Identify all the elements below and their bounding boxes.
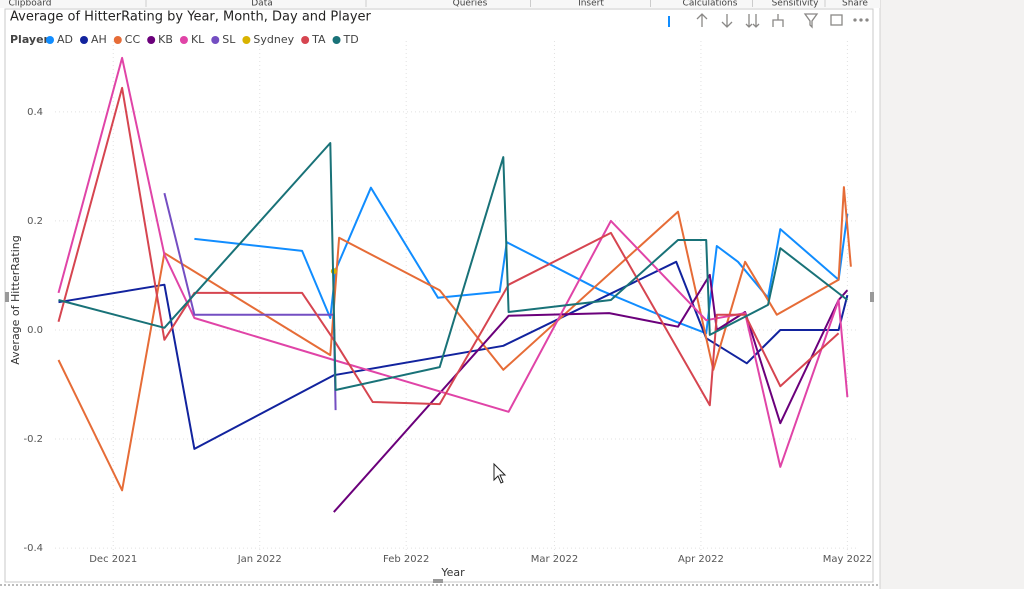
series-line	[57, 86, 840, 407]
filter-icon[interactable]	[803, 13, 819, 29]
legend-label: Sydney	[253, 33, 294, 46]
legend-label: KL	[191, 33, 205, 46]
y-tick-label: 0.2	[27, 216, 43, 227]
y-axis-title: Average of HitterRating	[9, 235, 22, 364]
legend-label: AD	[57, 33, 73, 46]
y-tick-label: -0.4	[23, 543, 43, 554]
legend: AD AH CC KB KL SL Sydney TA TD	[46, 33, 359, 46]
drill-down-icon[interactable]	[721, 14, 733, 28]
legend-label: TD	[343, 33, 359, 46]
legend-marker	[179, 36, 188, 44]
y-tick-label: -0.2	[23, 434, 43, 445]
next-level-icon[interactable]	[745, 14, 760, 28]
drill-up-icon[interactable]	[696, 13, 708, 27]
legend-label: KB	[158, 33, 173, 46]
legend-marker	[242, 36, 251, 44]
more-icon[interactable]	[853, 18, 857, 22]
chart-title: Average of HitterRating by Year, Month, …	[10, 10, 372, 25]
y-tick-label: 0.4	[27, 107, 43, 118]
x-tick-label: Apr 2022	[678, 554, 724, 565]
x-tick-label: Jan 2022	[237, 554, 282, 565]
x-tick-label: Dec 2021	[89, 554, 137, 565]
more-icon[interactable]	[865, 18, 869, 22]
legend-label: AH	[91, 33, 107, 46]
ribbon	[0, 0, 880, 8]
resize-handle	[5, 292, 9, 302]
focus-icon[interactable]	[830, 14, 843, 26]
more-icon[interactable]	[859, 18, 863, 22]
legend-marker	[332, 36, 341, 44]
series-line	[58, 260, 849, 450]
resize-handle	[433, 579, 443, 583]
legend-marker	[301, 36, 310, 44]
series-line	[57, 56, 849, 468]
legend-label: TA	[311, 33, 326, 46]
ribbon-group-label: Queries	[453, 0, 488, 9]
side-pane	[880, 0, 1024, 589]
legend-label: SL	[222, 33, 236, 46]
plot: -0.4 -0.2 0.0 0.2 0.4 Dec 2021 Jan 2022 Feb 202…	[23, 41, 872, 565]
visual-toolbar	[668, 13, 869, 29]
y-tick-label: 0.0	[27, 325, 43, 336]
legend-marker	[46, 36, 54, 44]
legend-title: Player	[10, 33, 50, 46]
ribbon-groups: Clipboard Data Queries Insert Calculations Se…	[9, 0, 868, 9]
ribbon-group-label: Insert	[578, 0, 604, 9]
series-line	[58, 142, 849, 391]
legend-marker	[113, 36, 122, 44]
x-tick-label: Mar 2022	[531, 554, 579, 565]
legend-marker	[80, 36, 88, 44]
x-axis-title: Year	[440, 566, 465, 579]
legend-marker	[147, 36, 156, 44]
ribbon-group-label: Data	[251, 0, 273, 9]
x-tick-label: Feb 2022	[383, 554, 429, 565]
expand-icon[interactable]	[772, 14, 784, 27]
mouse-cursor	[493, 462, 507, 484]
legend-label: CC	[125, 33, 141, 46]
legend-marker	[211, 36, 220, 44]
ribbon-group-label: Clipboard	[9, 0, 52, 9]
x-tick-label: May 2022	[823, 554, 872, 565]
ribbon-group-label: Sensitivity	[772, 0, 820, 9]
resize-handle	[870, 292, 874, 302]
ribbon-group-label: Calculations	[683, 0, 738, 9]
ribbon-group-label: Share	[842, 0, 868, 9]
series-line	[333, 273, 849, 513]
